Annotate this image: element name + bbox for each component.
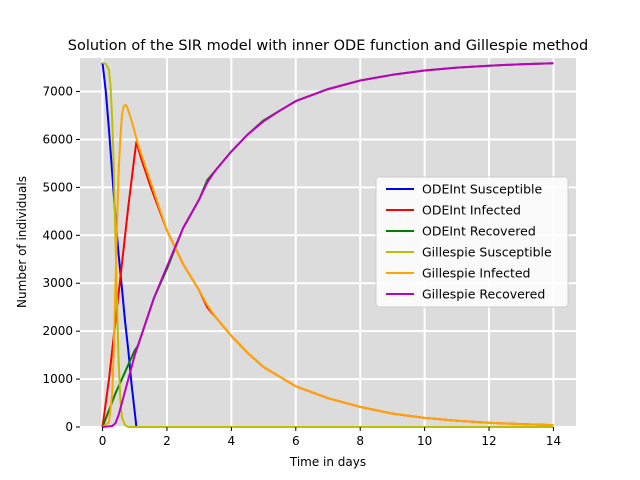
y-tick-label: 3000 [42, 276, 73, 290]
x-tick-label: 10 [417, 434, 432, 448]
legend-label: ODEInt Susceptible [422, 182, 542, 197]
legend-label: ODEInt Infected [422, 203, 521, 218]
y-tick-label: 0 [65, 420, 73, 434]
series-layer [101, 61, 554, 428]
x-tick-label: 8 [356, 434, 364, 448]
legend-label: Gillespie Infected [422, 266, 530, 281]
series-line-6 [102, 62, 554, 428]
y-tick-label: 7000 [42, 85, 73, 99]
y-tick-label: 1000 [42, 372, 73, 386]
y-tick-label: 6000 [42, 132, 73, 146]
legend-label: ODEInt Recovered [422, 224, 536, 239]
x-axis-label: Time in days [289, 455, 366, 469]
legend-label: Gillespie Susceptible [422, 245, 552, 260]
series-line-5 [101, 104, 554, 428]
series-line-4 [102, 61, 554, 428]
y-tick-label: 2000 [42, 324, 73, 338]
chart-title: Solution of the SIR model with inner ODE… [68, 38, 589, 54]
y-tick-label: 4000 [42, 228, 73, 242]
legend: ODEInt Susceptible ODEInt Infected ODEInt … [375, 176, 569, 308]
x-tick-label: 4 [228, 434, 236, 448]
legend-label: Gillespie Recovered [422, 287, 545, 302]
x-tick-label: 0 [99, 434, 107, 448]
x-tick-label: 12 [481, 434, 496, 448]
x-tick-label: 14 [546, 434, 561, 448]
axes: 0 2 4 6 8 10 12 14 0 1000 2000 3000 4000 5000 6000 7000 [42, 85, 561, 448]
x-tick-label: 2 [163, 434, 171, 448]
legend-box [375, 176, 569, 308]
y-axis-label: Number of individuals [15, 176, 29, 308]
x-tick-label: 6 [292, 434, 300, 448]
y-tick-label: 5000 [42, 180, 73, 194]
